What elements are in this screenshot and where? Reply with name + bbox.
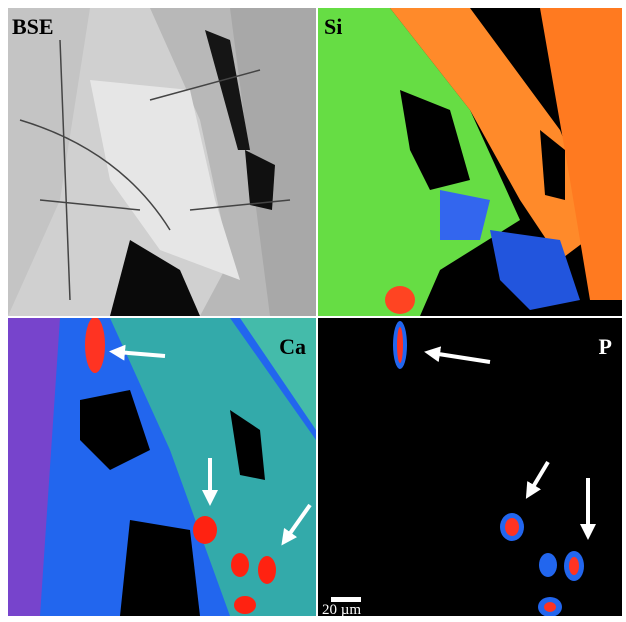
p-panel xyxy=(318,318,622,617)
panel-label: Ca xyxy=(279,334,306,359)
figure: BSE Si Ca P 20 µm xyxy=(0,0,626,622)
ca-panel xyxy=(8,317,316,616)
scale-bar-label: 20 µm xyxy=(322,602,361,618)
page: {"panels": [{"label": "BSE"}, {"label": … xyxy=(0,0,626,622)
bse-panel xyxy=(8,8,316,316)
panel-label: P xyxy=(599,334,612,359)
panel-label: Si xyxy=(324,14,342,39)
panel-label: BSE xyxy=(12,14,54,39)
si-panel xyxy=(318,8,622,316)
